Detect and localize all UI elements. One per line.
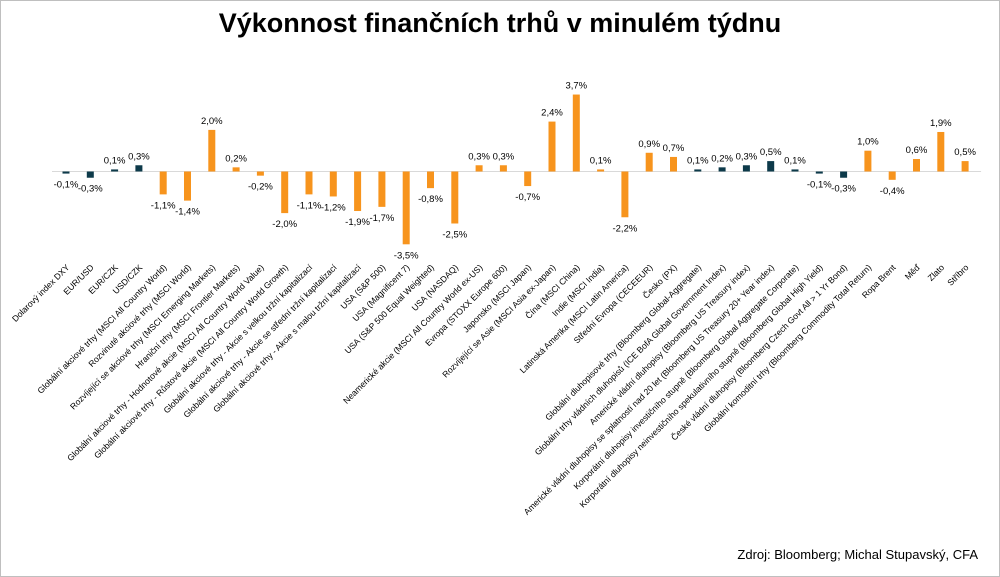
data-label: 0,5% bbox=[760, 147, 782, 158]
bar bbox=[864, 150, 872, 172]
bar bbox=[718, 167, 726, 172]
data-label: 0,3% bbox=[493, 151, 515, 162]
data-label: 0,9% bbox=[638, 139, 660, 150]
bar bbox=[402, 171, 410, 245]
data-label: 0,1% bbox=[687, 155, 709, 166]
data-label: -3,5% bbox=[394, 250, 419, 261]
data-label: 3,7% bbox=[565, 81, 587, 92]
data-label: -0,7% bbox=[515, 192, 540, 203]
bar bbox=[670, 156, 677, 172]
bar bbox=[184, 171, 191, 201]
bar bbox=[86, 171, 94, 178]
data-label: 0,1% bbox=[590, 155, 612, 166]
data-label: 0,1% bbox=[104, 155, 126, 166]
bar bbox=[62, 171, 70, 174]
bar bbox=[742, 165, 750, 172]
bar bbox=[597, 169, 605, 172]
data-label: -0,1% bbox=[54, 180, 79, 191]
data-label: -2,5% bbox=[442, 230, 467, 241]
bar bbox=[621, 171, 629, 218]
bar bbox=[888, 171, 896, 180]
bar bbox=[499, 165, 507, 172]
data-label: -0,3% bbox=[831, 184, 856, 195]
source-note: Zdroj: Bloomberg; Michal Stupavský, CFA bbox=[737, 547, 978, 562]
bar bbox=[451, 171, 459, 224]
bar bbox=[524, 171, 532, 187]
bar bbox=[281, 171, 289, 214]
data-label: -0,8% bbox=[418, 194, 443, 205]
bar bbox=[305, 171, 313, 195]
data-label: -1,9% bbox=[345, 217, 370, 228]
category-label: Zlato bbox=[926, 262, 947, 283]
bar bbox=[256, 171, 264, 176]
data-label: -0,3% bbox=[78, 184, 103, 195]
data-label: 0,5% bbox=[954, 147, 976, 158]
bar bbox=[645, 152, 653, 172]
bar bbox=[135, 165, 143, 172]
bar bbox=[791, 169, 799, 172]
bar bbox=[475, 165, 483, 172]
category-label: Rozvíjející se Asie (MSCI Asia ex-Japan) bbox=[440, 262, 557, 379]
data-label: -2,0% bbox=[272, 219, 297, 230]
data-label: -0,4% bbox=[880, 186, 905, 197]
data-label: -0,1% bbox=[807, 180, 832, 191]
data-label: 2,0% bbox=[201, 116, 223, 127]
bar bbox=[913, 159, 920, 172]
data-label: -2,2% bbox=[612, 223, 637, 234]
bar bbox=[572, 94, 580, 172]
bar bbox=[961, 161, 969, 172]
data-label: 2,4% bbox=[541, 108, 563, 119]
category-label: Dolarový index DXY bbox=[10, 262, 72, 324]
bar bbox=[159, 171, 167, 195]
data-label: -1,2% bbox=[321, 202, 346, 213]
bar bbox=[694, 169, 702, 172]
data-label: -0,2% bbox=[248, 182, 273, 193]
data-label: -1,1% bbox=[297, 200, 322, 211]
bar bbox=[329, 171, 337, 197]
data-label: 0,2% bbox=[711, 153, 733, 164]
data-label: 0,3% bbox=[128, 151, 150, 162]
bar bbox=[937, 131, 945, 172]
bar bbox=[111, 169, 119, 172]
data-label: 0,7% bbox=[663, 143, 685, 154]
bar bbox=[232, 167, 240, 172]
data-label: 0,2% bbox=[225, 153, 247, 164]
data-label: 1,0% bbox=[857, 137, 879, 148]
bar bbox=[378, 171, 386, 207]
data-label: 0,1% bbox=[784, 155, 806, 166]
category-label: Stříbro bbox=[945, 262, 970, 287]
data-label: -1,1% bbox=[151, 200, 176, 211]
bar bbox=[208, 129, 216, 172]
chart-title: Výkonnost finančních trhů v minulém týdn… bbox=[218, 8, 782, 38]
data-label: -1,4% bbox=[175, 207, 200, 218]
bar bbox=[767, 161, 775, 172]
data-label: 0,3% bbox=[736, 151, 758, 162]
data-label: 0,6% bbox=[906, 145, 928, 156]
data-label: 1,9% bbox=[930, 118, 952, 129]
bar bbox=[354, 171, 362, 212]
bar bbox=[840, 171, 848, 178]
bar bbox=[815, 171, 823, 174]
category-label: Měď bbox=[903, 262, 923, 282]
bar bbox=[548, 121, 556, 172]
data-label: -1,7% bbox=[369, 213, 394, 224]
bar bbox=[427, 171, 434, 189]
data-label: 0,3% bbox=[468, 151, 490, 162]
